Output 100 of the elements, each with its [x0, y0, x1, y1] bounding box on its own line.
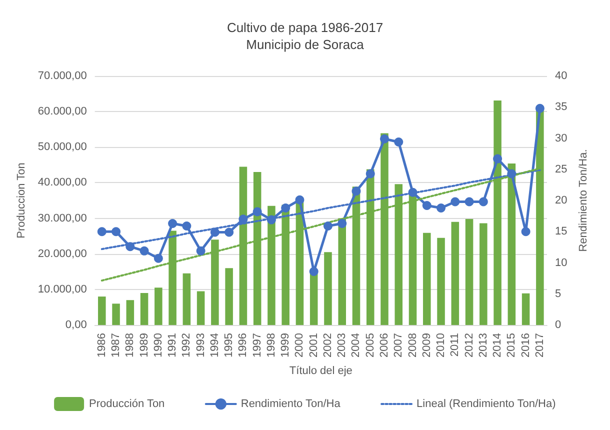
x-tick-label: 2016 — [520, 333, 532, 358]
point — [493, 154, 502, 164]
x-tick-label: 2006 — [378, 333, 391, 358]
point — [394, 137, 404, 146]
x-tick-label: 1999 — [280, 333, 292, 358]
x-tick-label: 2013 — [477, 333, 490, 358]
bar — [522, 293, 530, 325]
x-tick-label: 2008 — [406, 333, 419, 358]
y-axis-title: Produccion Ton — [16, 162, 28, 238]
x-tick-label: 2015 — [506, 333, 518, 358]
legend-label: Producción Ton — [89, 398, 165, 410]
point — [140, 246, 149, 256]
x-tick-label: 2000 — [294, 333, 306, 358]
point — [154, 254, 163, 263]
y-tick-label: 40.000,00 — [38, 176, 87, 189]
x-tick-label: 1997 — [251, 333, 264, 358]
point — [182, 222, 192, 231]
point — [366, 169, 375, 178]
bar — [480, 223, 488, 325]
x-tick-label: 2009 — [420, 333, 433, 358]
x-tick-label: 1998 — [265, 333, 278, 358]
x-tick-label: 1992 — [180, 333, 193, 358]
x-tick-label: 1988 — [124, 333, 136, 358]
point — [281, 203, 290, 212]
point — [210, 228, 220, 237]
point — [266, 215, 276, 224]
y-tick-label: 70.000,00 — [38, 70, 87, 82]
point — [224, 228, 234, 237]
chart-title: Cultivo de papa 1986-2017 — [226, 20, 384, 35]
y2-tick-label: 5 — [555, 288, 562, 300]
point — [323, 222, 332, 231]
point — [97, 227, 106, 236]
x-tick-label: 2014 — [492, 333, 504, 358]
x-tick-label: 2012 — [463, 333, 476, 358]
x-tick-label: 2010 — [435, 333, 448, 358]
x-tick-label: 2011 — [449, 333, 462, 357]
y2-tick-label: 10 — [555, 256, 568, 269]
x-tick-label: 1991 — [166, 333, 179, 358]
x-tick-label: 2003 — [336, 333, 348, 358]
point — [352, 186, 361, 196]
x-tick-label: 1990 — [152, 333, 164, 358]
point — [408, 188, 418, 197]
point — [168, 219, 178, 228]
x-tick-label: 2004 — [350, 333, 362, 358]
bar — [225, 268, 233, 325]
point — [196, 246, 206, 256]
bar — [196, 291, 205, 325]
bar — [451, 222, 460, 325]
y-tick-label: 50.000,00 — [38, 141, 87, 154]
x-tick-label: 1993 — [194, 333, 207, 358]
point — [464, 197, 474, 206]
x-tick-label: 2005 — [364, 333, 376, 358]
x-axis-title: Título del eje — [289, 364, 352, 377]
y2-tick-label: 25 — [555, 163, 568, 176]
point — [422, 200, 432, 210]
point — [252, 207, 262, 216]
y2-tick-label: 30 — [555, 132, 568, 144]
x-tick-label: 1989 — [138, 333, 150, 358]
point — [521, 227, 530, 236]
x-tick-label: 1996 — [237, 333, 250, 358]
bar — [182, 273, 191, 325]
legend-label: Rendimiento Ton/Ha — [240, 398, 342, 410]
x-tick-label: 1986 — [96, 333, 108, 358]
legend-label: Lineal (Rendimiento Ton/Ha) — [416, 398, 556, 410]
point — [380, 134, 390, 144]
bar — [324, 252, 332, 325]
bar — [140, 292, 148, 325]
y2-tick-label: 15 — [555, 226, 568, 238]
point — [338, 219, 347, 228]
x-tick-label: 1987 — [110, 333, 122, 358]
y2-tick-label: 20 — [555, 194, 568, 206]
point — [309, 266, 318, 276]
point — [126, 242, 135, 252]
point — [112, 227, 121, 236]
x-tick-label: 2002 — [322, 333, 334, 358]
bar — [112, 304, 120, 325]
x-tick-label: 1995 — [223, 333, 236, 358]
point — [436, 203, 446, 212]
point — [535, 104, 544, 113]
y2-tick-label: 0 — [555, 319, 562, 331]
bar — [465, 218, 474, 325]
y2-tick-label: 35 — [555, 101, 568, 114]
bar — [154, 288, 162, 325]
point — [478, 197, 488, 206]
x-tick-label: 1994 — [208, 333, 221, 358]
bar — [98, 296, 106, 325]
chart-subtitle: Municipio de Soraca — [246, 37, 365, 52]
x-tick-label: 2001 — [308, 333, 320, 358]
y2-axis-title: Rendimiento Ton/Ha. — [578, 149, 590, 252]
point — [507, 169, 516, 178]
point — [295, 195, 304, 204]
y-tick-label: 20.000,00 — [38, 248, 87, 260]
y2-tick-label: 40 — [555, 70, 568, 82]
bar — [126, 300, 134, 325]
bar — [437, 238, 445, 325]
bar — [423, 232, 431, 325]
point — [238, 214, 248, 224]
y-tick-label: 30.000,00 — [38, 212, 87, 224]
y-tick-label: 10.000,00 — [38, 283, 87, 296]
point — [450, 197, 460, 206]
